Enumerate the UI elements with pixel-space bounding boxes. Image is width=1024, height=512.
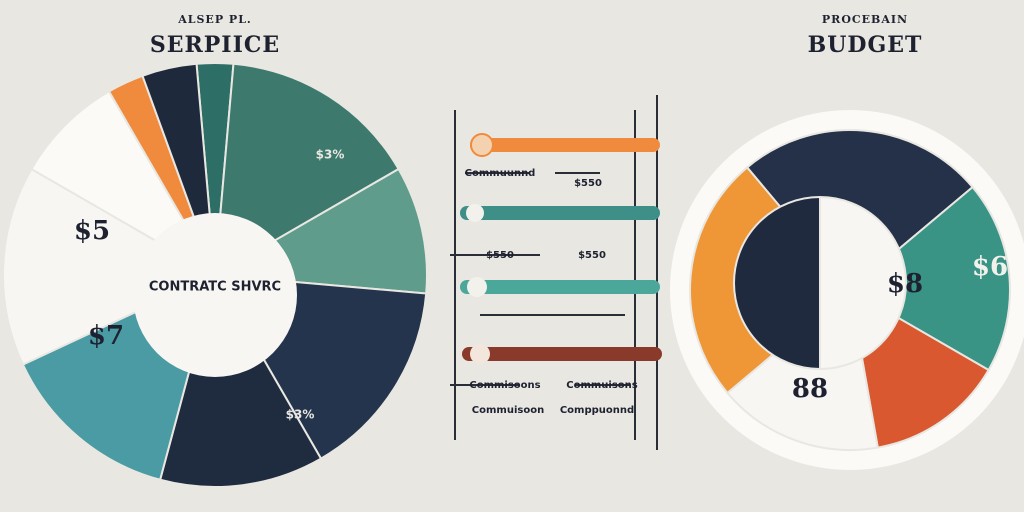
slice-label: $5 — [74, 216, 110, 246]
pie-slice — [213, 62, 400, 277]
slice-label: $8 — [887, 269, 923, 299]
pie-slice — [158, 272, 323, 488]
timeline-label: $550 — [578, 250, 606, 261]
slice-label: $3% — [316, 148, 345, 162]
pie-slice — [819, 195, 907, 371]
timeline-label: Commisoons — [469, 380, 540, 391]
right-pie — [670, 110, 1024, 470]
slice-label: $3% — [286, 408, 315, 422]
timeline-label: Commuisoon — [472, 405, 544, 416]
timeline-label: Commuisons — [566, 380, 638, 391]
title: BUDGET — [808, 32, 923, 58]
timeline-label: Commuunnd — [465, 168, 536, 179]
slice-label: $6 — [972, 252, 1008, 282]
kicker: PROCEBAIN — [822, 13, 908, 26]
pie-slice — [733, 195, 821, 371]
title: SERPIICE — [150, 32, 280, 58]
timeline-label: Comppuonnd — [560, 405, 634, 416]
pie-center — [133, 213, 297, 377]
timeline — [450, 95, 662, 450]
timeline-label: $550 — [574, 178, 602, 189]
pie-slice — [848, 185, 1011, 372]
pie-slice — [2, 167, 218, 366]
kicker: ALSEP PL. — [177, 13, 252, 26]
slice-label: $7 — [88, 321, 124, 351]
timeline-label: $550 — [486, 250, 514, 261]
center-label: CONTRATC SHVRC — [149, 280, 281, 295]
slice-label: 88 — [792, 374, 828, 404]
